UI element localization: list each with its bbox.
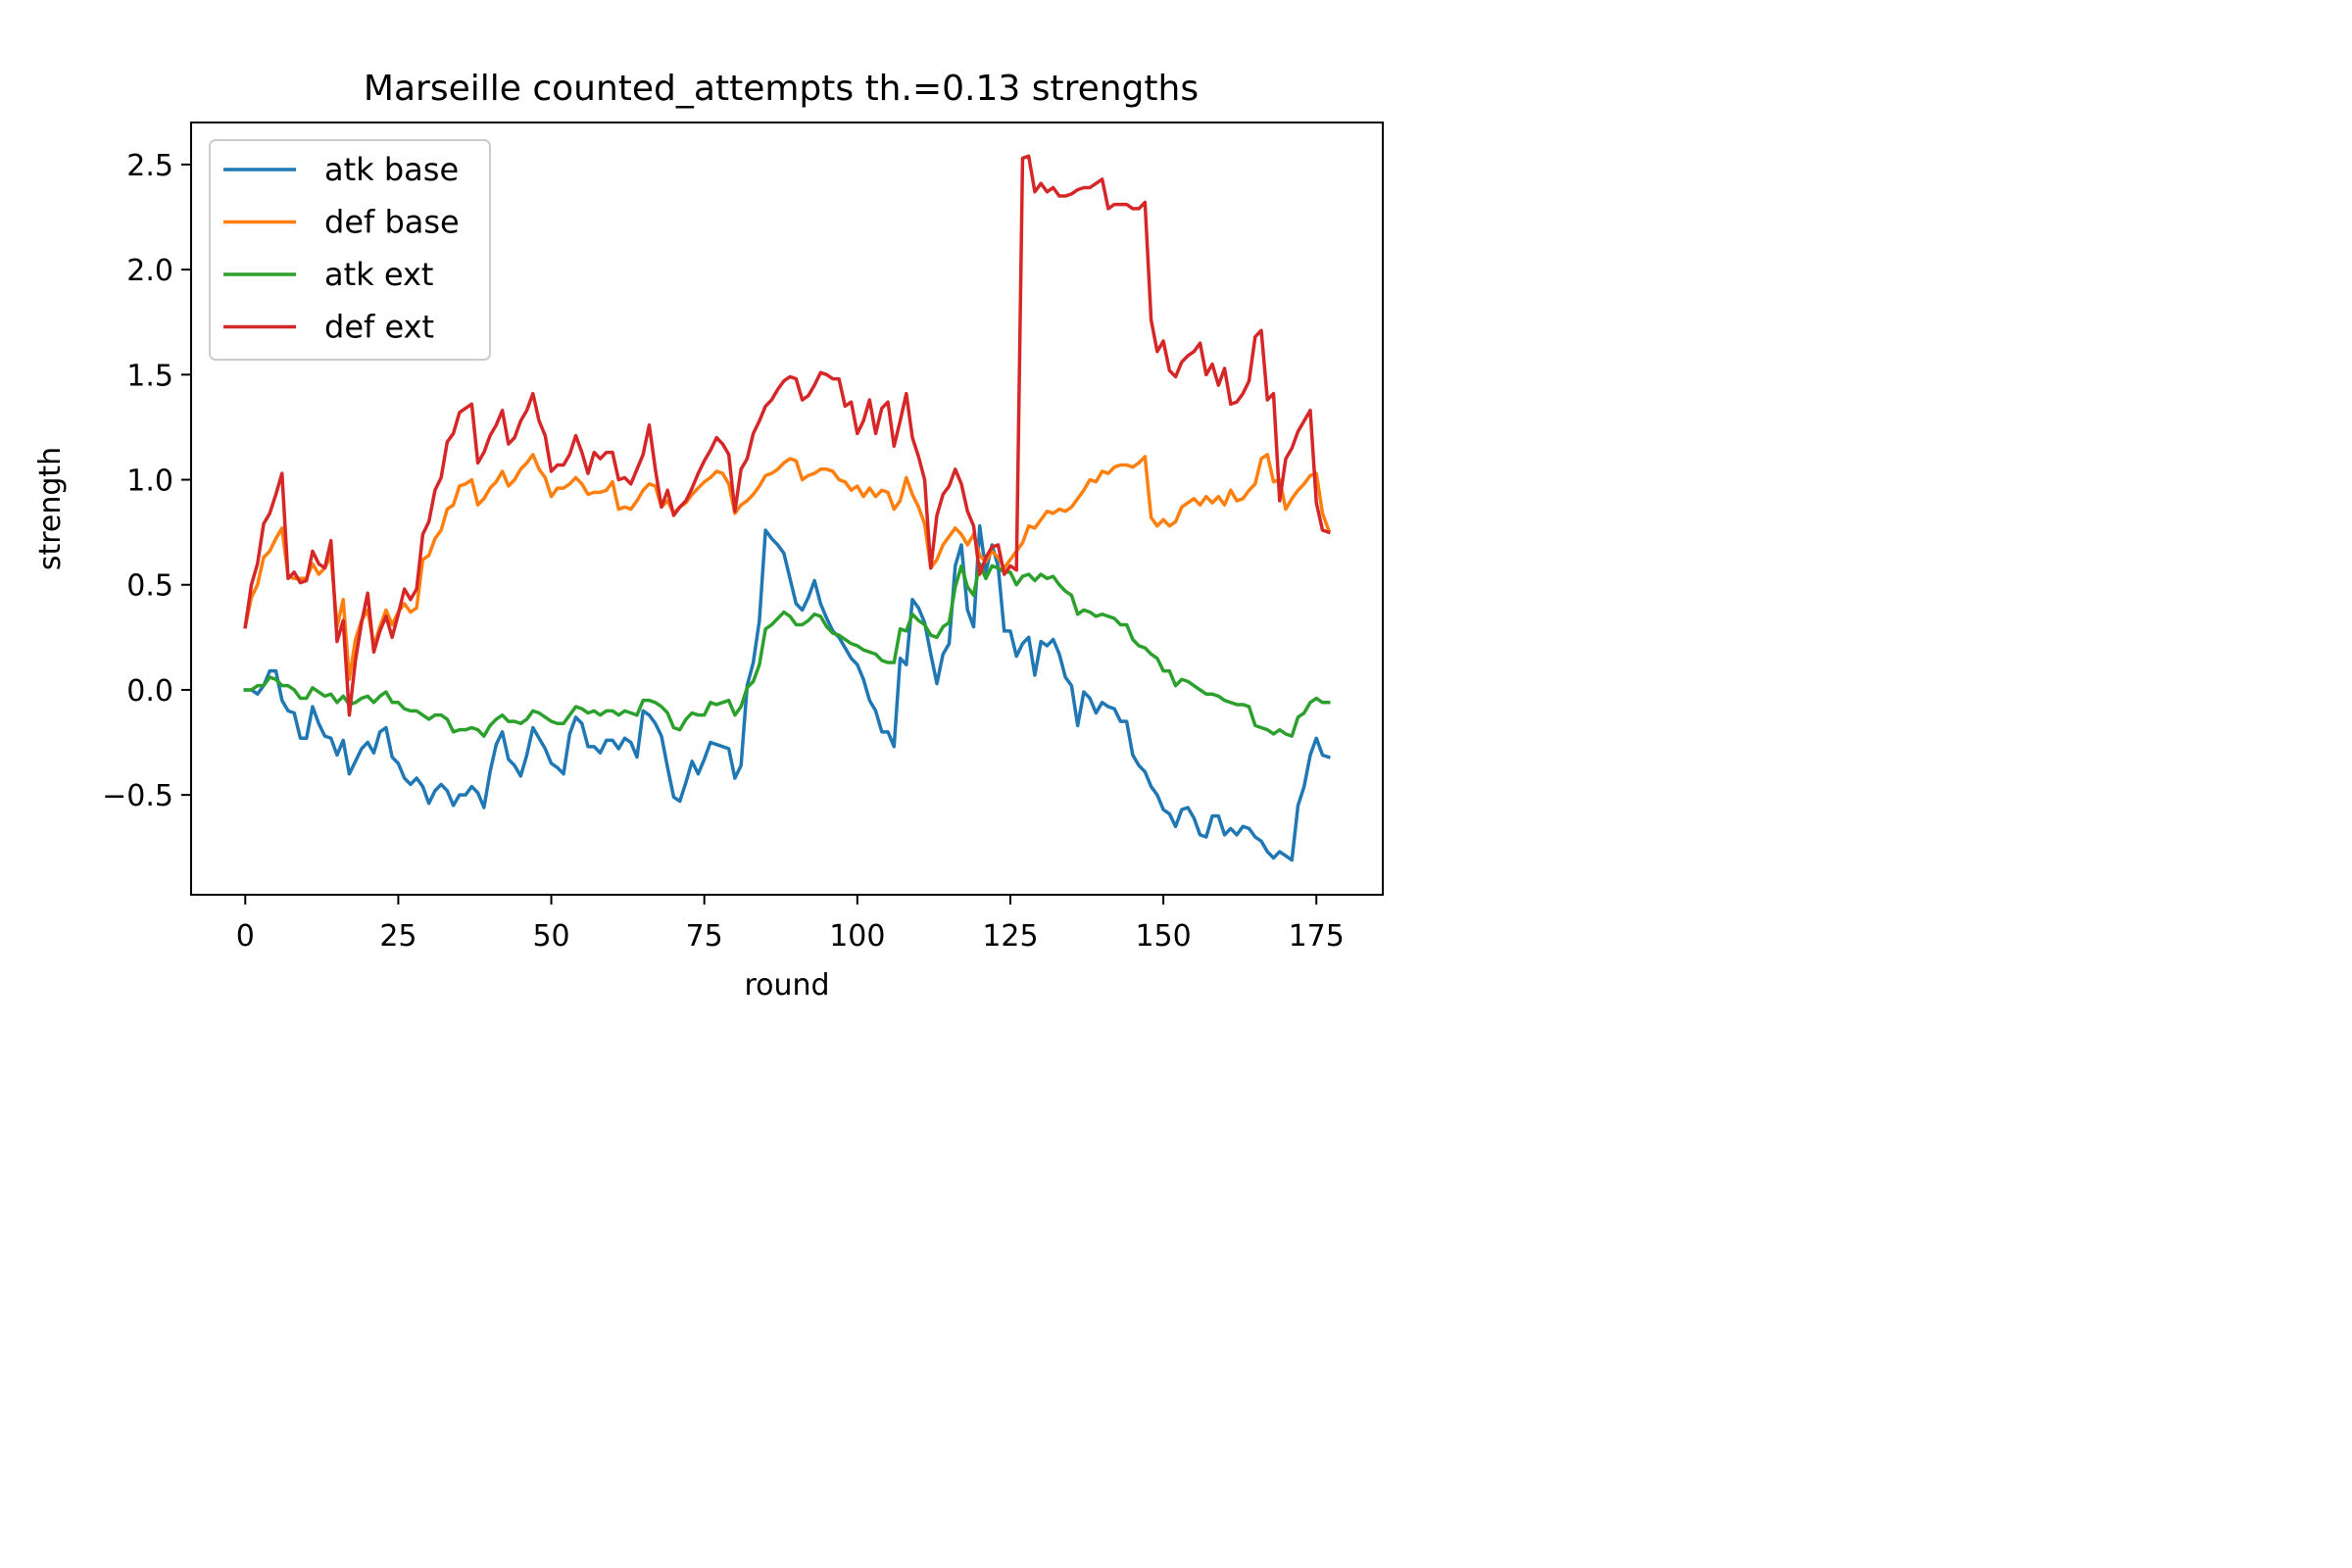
x-axis: 0 25 50 75 100 125 150 175: [236, 895, 1345, 954]
series-line-def-ext: [243, 154, 1331, 717]
y-tick-label: 0.0: [126, 674, 173, 709]
series-line-def-base: [243, 453, 1331, 681]
legend-label-atk-ext: atk ext: [324, 256, 433, 293]
legend: atk base def base atk ext def ext: [209, 139, 491, 361]
y-axis-label: strength: [33, 447, 68, 570]
x-tick-label: 175: [1289, 919, 1345, 954]
x-tick-label: 125: [982, 919, 1038, 954]
x-tick-label: 75: [686, 919, 723, 954]
y-tick-label: 2.5: [126, 149, 173, 183]
y-tick-label: 1.0: [126, 465, 173, 499]
x-tick-label: 100: [829, 919, 885, 954]
legend-label-def-ext: def ext: [324, 309, 434, 346]
y-tick-label: 0.5: [126, 569, 173, 604]
legend-frame: [209, 139, 491, 361]
legend-label-def-base: def base: [324, 204, 460, 241]
x-tick-label: 150: [1135, 919, 1191, 954]
x-tick-label: 25: [379, 919, 416, 954]
line-chart: Marseille counted_attempts th.=0.13 stre…: [0, 0, 1515, 1025]
series-layer: [243, 154, 1331, 862]
plot-frame: [190, 122, 1384, 896]
y-tick-label: 1.5: [126, 359, 173, 393]
legend-label-atk-base: atk base: [324, 151, 459, 188]
plot-area: [190, 122, 1384, 896]
y-tick-label: −0.5: [102, 779, 173, 813]
series-line-atk-ext: [243, 562, 1331, 738]
x-tick-label: 0: [236, 919, 255, 954]
y-axis: −0.5 0.0 0.5 1.0 1.5 2.0 2.5: [102, 149, 191, 813]
x-axis-label: round: [744, 968, 829, 1003]
x-tick-label: 50: [532, 919, 569, 954]
series-line-atk-base: [243, 523, 1331, 862]
chart-title: Marseille counted_attempts th.=0.13 stre…: [364, 69, 1199, 109]
y-tick-label: 2.0: [126, 254, 173, 288]
